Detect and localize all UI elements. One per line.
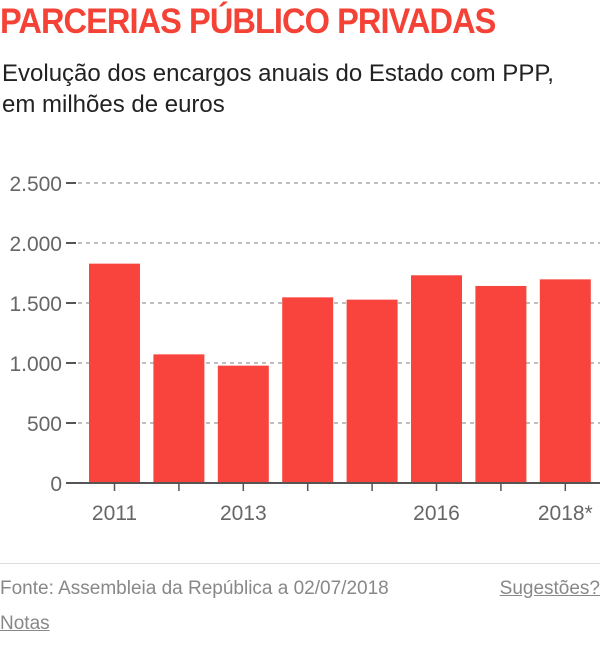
x-tick-label: 2016 xyxy=(413,502,460,525)
y-tick-label: 1.500 xyxy=(9,293,62,316)
x-tick-label: 2018* xyxy=(538,502,593,525)
bar-2014 xyxy=(282,297,334,483)
suggestions-link[interactable]: Sugestões? xyxy=(499,578,600,599)
y-tick-label: 0 xyxy=(50,473,62,496)
bar-chart: 0 500 1.000 1.500 2.000 2.500 2011 2013 2016 2018… xyxy=(9,173,600,525)
notes-link[interactable]: Notas xyxy=(0,613,50,634)
bar-2017 xyxy=(475,285,527,483)
source-text: Fonte: Assembleia da República a 02/07/2… xyxy=(0,578,389,599)
bar-2012 xyxy=(153,354,205,483)
x-tick-label: 2013 xyxy=(220,502,267,525)
chart-title: PARCERIAS PÚBLICO PRIVADAS xyxy=(0,2,496,41)
bar-2013 xyxy=(217,365,269,483)
y-tick-label: 500 xyxy=(27,413,62,436)
bar-2016 xyxy=(411,275,462,483)
divider xyxy=(0,563,600,564)
chart-subtitle: Evolução dos encargos anuais do Estado c… xyxy=(2,60,554,118)
y-tick-label: 2.000 xyxy=(9,233,62,256)
y-tick-label: 1.000 xyxy=(9,353,62,376)
bar-2011 xyxy=(89,263,140,483)
x-tick-label: 2011 xyxy=(92,502,137,525)
bar-2018* xyxy=(539,279,591,483)
bar-2015 xyxy=(346,299,398,483)
y-tick-label: 2.500 xyxy=(9,173,62,196)
